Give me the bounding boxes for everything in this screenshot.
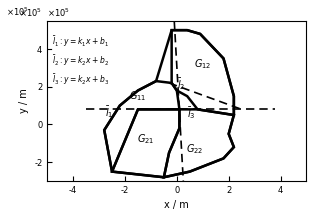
Text: $\times10^5$: $\times10^5$	[6, 6, 28, 18]
Text: $\bar{l}_1$: $\bar{l}_1$	[105, 104, 114, 120]
Y-axis label: y / m: y / m	[18, 89, 29, 113]
X-axis label: x / m: x / m	[164, 200, 189, 210]
Text: $G_{12}$: $G_{12}$	[194, 57, 212, 71]
Text: $\bar{l}_3$: $\bar{l}_3$	[187, 105, 195, 121]
Text: $G_{11}$: $G_{11}$	[129, 89, 147, 103]
Text: $\times10^5$: $\times10^5$	[19, 7, 42, 19]
Text: $\times10^5$: $\times10^5$	[47, 7, 70, 19]
Text: $\bar{l}_1: y=k_1x+b_1$
$\bar{l}_2: y=k_2x+b_2$
$\bar{l}_3: y=k_2x+b_3$: $\bar{l}_1: y=k_1x+b_1$ $\bar{l}_2: y=k_…	[52, 34, 110, 87]
Text: $G_{22}$: $G_{22}$	[186, 142, 204, 156]
Text: $\bar{l}_2$: $\bar{l}_2$	[177, 76, 185, 92]
Text: $G_{21}$: $G_{21}$	[137, 133, 154, 146]
